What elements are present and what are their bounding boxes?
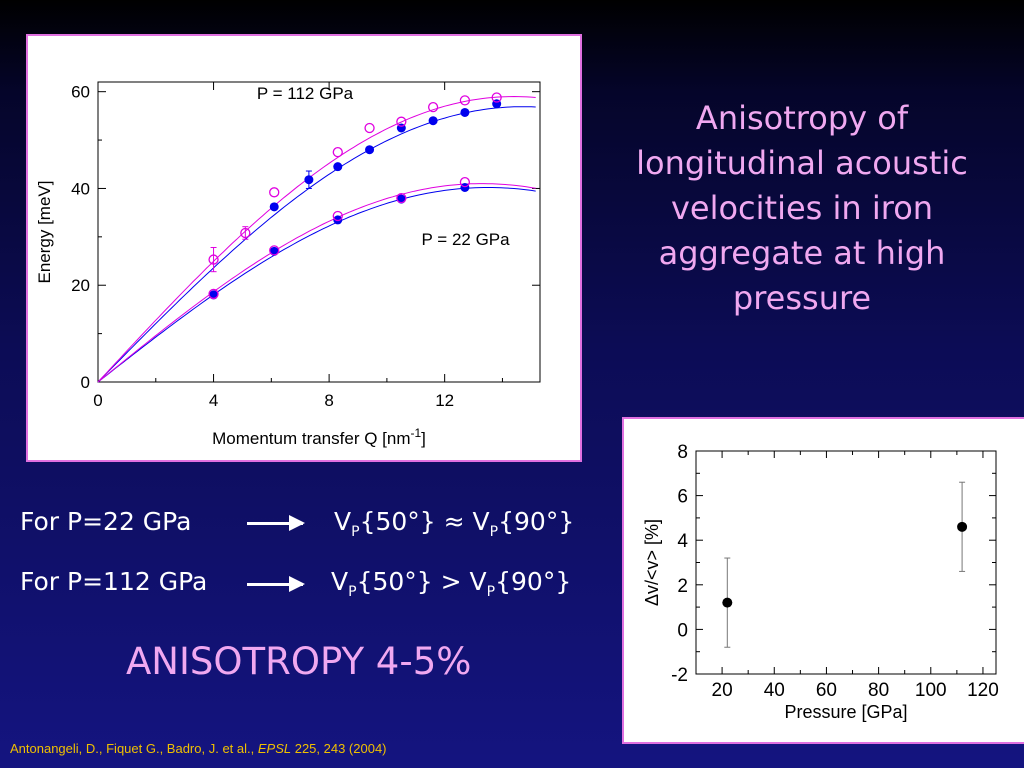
x-tick-label: 80 — [868, 680, 889, 701]
slide-title: Anisotropy of longitudinal acoustic velo… — [636, 99, 968, 317]
x-tick-label: 12 — [435, 391, 454, 410]
data-point-112gpa-open — [427, 102, 439, 113]
data-point-22gpa-open — [208, 288, 219, 300]
x-tick-label: 20 — [712, 680, 733, 701]
row1-relation: VP{50°} ≈ VP{90°} — [334, 507, 574, 540]
x-tick-label: 0 — [93, 391, 102, 410]
x-axis-label: Momentum transfer Q [nm-1] — [212, 426, 426, 448]
fit-curve-2 — [97, 95, 536, 383]
row1-rhs-arg: {90°} — [498, 507, 575, 536]
y-tick-label: 0 — [677, 620, 688, 641]
data-point-112gpa-filled — [460, 107, 470, 117]
row2-lhs-sub: P — [348, 584, 357, 600]
y-tick-label: -2 — [671, 665, 688, 686]
y-tick-label: 20 — [71, 276, 90, 295]
x-tick-label: 4 — [209, 391, 218, 410]
y-axis-label: Energy [meV] — [35, 181, 54, 284]
y-axis-label: Δv/<v> [%] — [642, 519, 662, 606]
plot-frame — [97, 81, 541, 383]
anisotropy-chart: 20 40 60 80 100 120 -2 0 2 4 6 8 Pressure [GPa] Δv/<v… — [642, 442, 999, 722]
row1-rhs: V — [472, 507, 490, 536]
data-point — [722, 597, 733, 608]
data-point-22gpa-filled — [460, 182, 470, 192]
row2-rhs: V — [469, 567, 487, 596]
data-point-22gpa-filled — [209, 290, 219, 300]
row1-lhs-arg: {50°} — [359, 507, 436, 536]
anisotropy-chart-panel: 20 40 60 80 100 120 -2 0 2 4 6 8 Pressure [GPa] Δv/<v… — [622, 417, 1024, 744]
data-point-112gpa-open — [208, 254, 219, 265]
dispersion-chart-panel: 0 4 8 12 0 20 40 60 Momentum transfer Q [nm-1] En… — [26, 34, 582, 462]
row2-lhs: V — [331, 567, 349, 596]
x-tick-label: 60 — [816, 680, 837, 701]
plot-frame — [695, 450, 997, 675]
row1-arrow-icon — [247, 515, 305, 531]
row2-relation: VP{50°} > VP{90°} — [331, 567, 571, 600]
y-tick-label: 4 — [677, 531, 688, 552]
data-point-22gpa-open — [459, 177, 471, 188]
data-point-112gpa-open — [459, 95, 471, 106]
x-tick-label: 100 — [915, 680, 947, 701]
data-point-22gpa-open — [269, 245, 280, 256]
y-tick-label: 2 — [677, 576, 688, 597]
data-point-112gpa-filled — [269, 202, 279, 212]
x-tick-label: 40 — [764, 680, 785, 701]
y-tick-label: 8 — [677, 442, 688, 463]
annotation-22gpa: P = 22 GPa — [422, 230, 511, 249]
x-tick-label: 120 — [967, 680, 999, 701]
row2-label: For P=112 GPa — [20, 567, 208, 596]
row2-arrow-icon — [247, 576, 305, 592]
x-tick-label: 8 — [324, 391, 333, 410]
y-tick-label: 0 — [81, 373, 90, 392]
data-point-22gpa-open — [332, 210, 343, 222]
x-axis-label: Pressure [GPa] — [784, 702, 907, 722]
row2-lhs-arg: {50°} — [356, 567, 433, 596]
row1-operator: ≈ — [443, 507, 465, 536]
row1-lhs-sub: P — [351, 524, 360, 540]
annotation-112gpa: P = 112 GPa — [257, 84, 354, 103]
data-point-112gpa-open — [364, 122, 375, 134]
row2-operator: > — [440, 567, 462, 596]
data-point-22gpa-filled — [269, 246, 279, 256]
x-axis-label-end: ] — [421, 429, 426, 448]
data-point-22gpa-open — [396, 192, 407, 204]
data-point-22gpa-filled — [396, 194, 406, 204]
row1-rhs-sub: P — [489, 524, 499, 540]
data-point-112gpa-open — [332, 147, 343, 158]
x-axis-label-sup: -1 — [410, 426, 421, 440]
data-point-112gpa-open — [269, 187, 280, 198]
data-point — [957, 521, 968, 532]
citation-ref: 225, 243 (2004) — [291, 741, 387, 756]
data-point-112gpa-filled — [428, 116, 438, 126]
fit-curve-3 — [97, 187, 536, 383]
citation-journal: EPSL — [257, 741, 292, 756]
anisotropy-conclusion: ANISOTROPY 4-5% — [126, 640, 472, 683]
data-point-112gpa-filled — [365, 145, 375, 155]
row1-lhs: V — [334, 507, 352, 536]
row2-rhs-sub: P — [486, 584, 496, 600]
row2-rhs-arg: {90°} — [495, 567, 572, 596]
y-tick-label: 60 — [71, 83, 90, 102]
data-point-112gpa-open — [240, 227, 251, 239]
citation: Antonangeli, D., Fiquet G., Badro, J. et… — [10, 741, 387, 756]
data-point-112gpa-filled — [333, 162, 343, 172]
dispersion-chart: 0 4 8 12 0 20 40 60 Momentum transfer Q [nm-1] En… — [35, 81, 541, 448]
data-point-112gpa-filled — [304, 175, 314, 185]
fit-curve-4 — [97, 183, 536, 383]
row1-label: For P=22 GPa — [20, 507, 192, 536]
data-point-112gpa-open — [396, 116, 407, 127]
citation-authors: Antonangeli, D., Fiquet G., Badro, J. et… — [10, 741, 258, 756]
data-point-112gpa-open — [491, 92, 502, 103]
y-tick-label: 6 — [677, 487, 688, 508]
y-tick-label: 40 — [71, 179, 90, 198]
